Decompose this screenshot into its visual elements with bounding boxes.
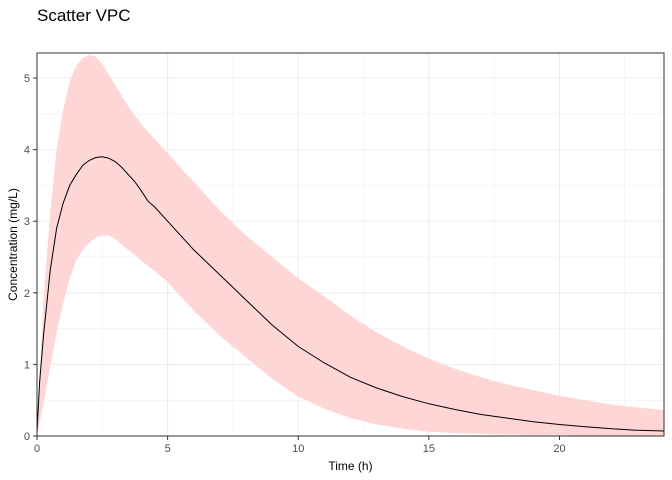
prediction-band-area xyxy=(37,55,664,436)
y-tick-label: 3 xyxy=(24,216,30,228)
x-tick-label: 20 xyxy=(553,443,565,455)
median-line xyxy=(36,156,665,433)
median-series xyxy=(36,156,665,433)
x-axis: 0 5 10 15 20 xyxy=(34,436,566,455)
y-tick-label: 1 xyxy=(24,359,30,371)
plot-panel-border xyxy=(36,52,665,437)
y-axis-title: Concentration (mg/L) xyxy=(6,188,20,301)
x-axis-title: Time (h) xyxy=(328,459,372,473)
y-tick-label: 2 xyxy=(24,288,30,300)
x-tick-label: 5 xyxy=(165,443,171,455)
y-axis: 0 1 2 3 4 5 xyxy=(24,73,37,443)
prediction-band xyxy=(37,55,664,436)
chart-title: Scatter VPC xyxy=(37,6,131,25)
x-tick-label: 0 xyxy=(34,443,40,455)
x-tick-label: 10 xyxy=(292,443,304,455)
y-tick-label: 4 xyxy=(24,145,30,157)
x-tick-label: 15 xyxy=(423,443,435,455)
y-tick-label: 5 xyxy=(24,73,30,85)
y-tick-label: 0 xyxy=(24,431,30,443)
